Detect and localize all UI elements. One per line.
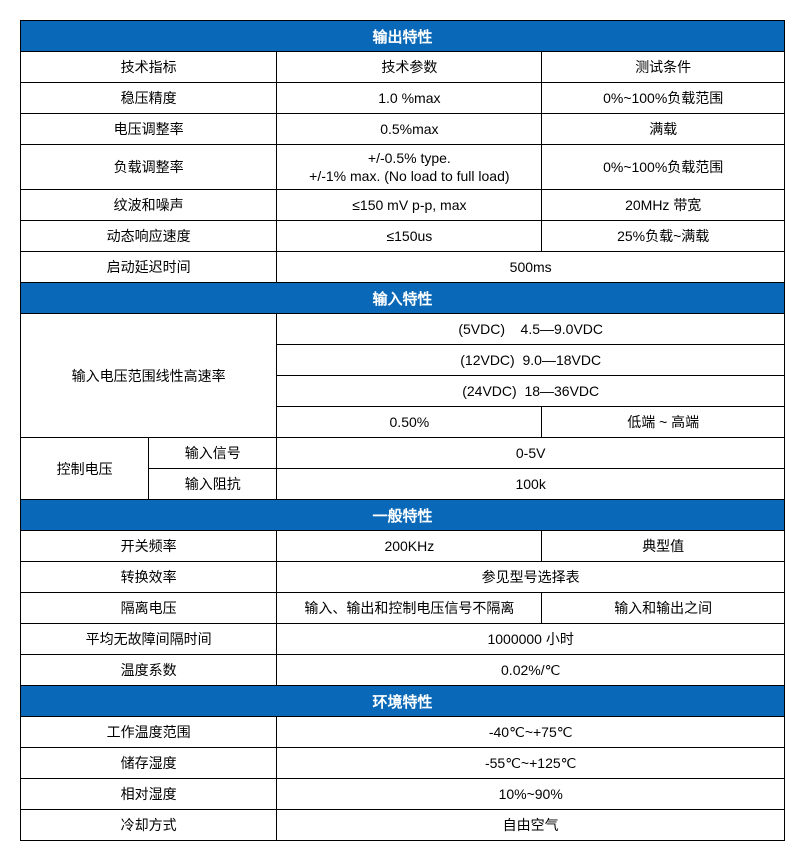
section-header-environment: 环境特性 (21, 686, 785, 717)
cell: ≤150us (277, 221, 542, 252)
cell: 动态响应速度 (21, 221, 277, 252)
cell: 开关频率 (21, 531, 277, 562)
cell: ≤150 mV p-p, max (277, 190, 542, 221)
cell: 纹波和噪声 (21, 190, 277, 221)
cell: 100k (277, 469, 785, 500)
cell: 输入信号 (149, 438, 277, 469)
cell: 技术参数 (277, 52, 542, 83)
spec-table: 输出特性 技术指标 技术参数 测试条件 稳压精度 1.0 %max 0%~100… (20, 20, 785, 841)
cell: 测试条件 (542, 52, 785, 83)
section-header-general: 一般特性 (21, 500, 785, 531)
cell: 输入阻抗 (149, 469, 277, 500)
cell: 电压调整率 (21, 114, 277, 145)
cell: 输入和输出之间 (542, 593, 785, 624)
cell: (24VDC) 18—36VDC (277, 376, 785, 407)
cell: 相对湿度 (21, 779, 277, 810)
section-header-output: 输出特性 (21, 21, 785, 52)
cell: 满载 (542, 114, 785, 145)
cell: 200KHz (277, 531, 542, 562)
cell: 典型值 (542, 531, 785, 562)
cell: 1000000 小时 (277, 624, 785, 655)
cell: 负载调整率 (21, 145, 277, 190)
cell: 工作温度范围 (21, 717, 277, 748)
cell: 隔离电压 (21, 593, 277, 624)
cell: 参见型号选择表 (277, 562, 785, 593)
cell: 1.0 %max (277, 83, 542, 114)
cell: 输入、输出和控制电压信号不隔离 (277, 593, 542, 624)
cell: -55℃~+125℃ (277, 748, 785, 779)
cell: 0%~100%负载范围 (542, 145, 785, 190)
cell: 0.50% (277, 407, 542, 438)
cell: 低端 ~ 高端 (542, 407, 785, 438)
cell: 温度系数 (21, 655, 277, 686)
cell: 稳压精度 (21, 83, 277, 114)
cell: 0.5%max (277, 114, 542, 145)
cell: 控制电压 (21, 438, 149, 500)
cell: (5VDC) 4.5—9.0VDC (277, 314, 785, 345)
cell: 0.02%/℃ (277, 655, 785, 686)
cell: 储存湿度 (21, 748, 277, 779)
cell: 输入电压范围线性高速率 (21, 314, 277, 438)
cell: 10%~90% (277, 779, 785, 810)
cell: -40℃~+75℃ (277, 717, 785, 748)
cell: 平均无故障间隔时间 (21, 624, 277, 655)
cell: 自由空气 (277, 810, 785, 841)
cell: (12VDC) 9.0—18VDC (277, 345, 785, 376)
cell: 0%~100%负载范围 (542, 83, 785, 114)
cell: 技术指标 (21, 52, 277, 83)
cell: 500ms (277, 252, 785, 283)
cell: 20MHz 带宽 (542, 190, 785, 221)
cell: 启动延迟时间 (21, 252, 277, 283)
cell: +/-0.5% type. +/-1% max. (No load to ful… (277, 145, 542, 190)
section-header-input: 输入特性 (21, 283, 785, 314)
cell: 0-5V (277, 438, 785, 469)
cell: 冷却方式 (21, 810, 277, 841)
cell: 转换效率 (21, 562, 277, 593)
cell: 25%负载~满载 (542, 221, 785, 252)
